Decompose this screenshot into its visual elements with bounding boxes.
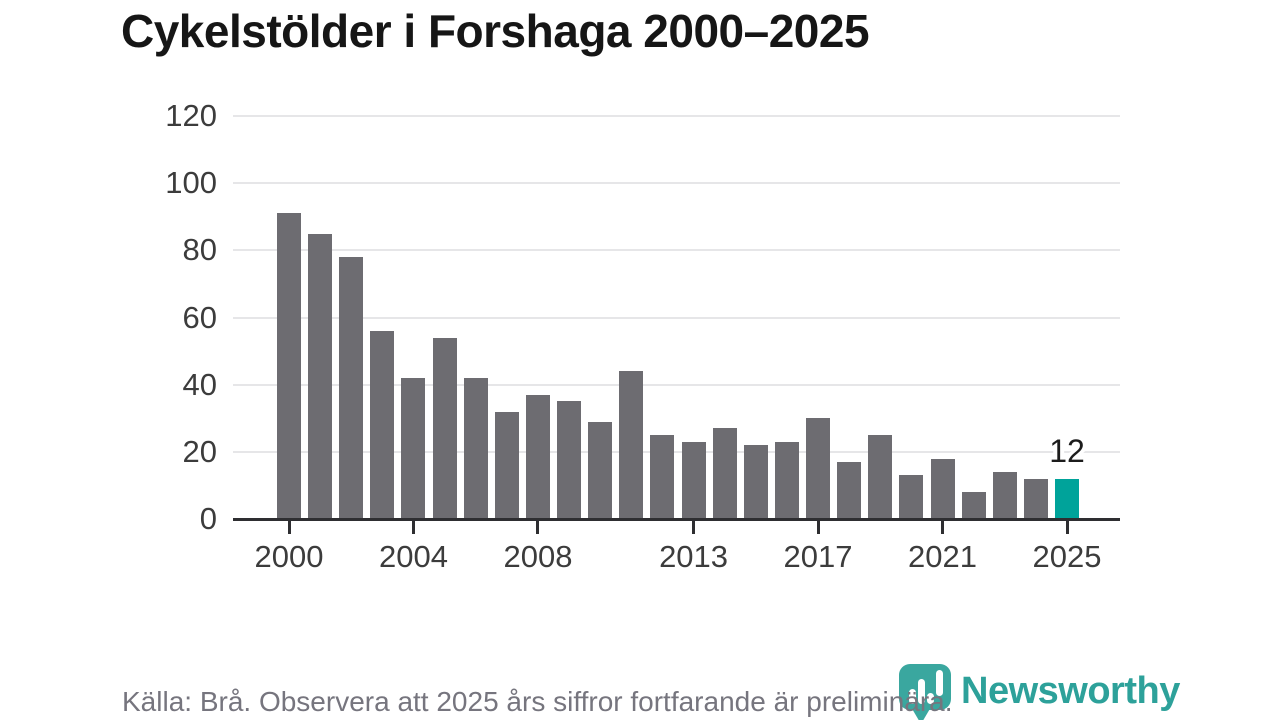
newsworthy-wordmark: Newsworthy [961,670,1180,712]
newsworthy-logo: Newsworthy [898,663,1180,720]
bar-2010 [588,422,612,519]
x-axis-tick-label: 2017 [783,539,853,574]
x-axis-tick-2013 [692,521,696,534]
x-axis-tick-2021 [941,521,945,534]
x-axis-tick-label: 2004 [378,539,448,574]
bar-2005 [433,338,457,519]
y-axis-tick-label: 80 [182,232,217,268]
bar-2018 [837,462,861,519]
gridline-40 [233,383,1120,386]
bar-highlight-2025 [1055,479,1079,519]
x-axis-tick-label: 2008 [503,539,573,574]
bar-2000 [277,213,301,519]
bar-2020 [899,475,923,519]
bar-2012 [650,435,674,519]
gridline-20 [233,450,1120,453]
bar-2006 [464,378,488,519]
x-axis-tick-2004 [411,521,415,534]
bar-2013 [682,442,706,519]
source-note: Källa: Brå. Observera att 2025 års siffr… [122,686,953,717]
gridline-100 [233,182,1120,185]
bar-2011 [619,371,643,519]
x-axis-tick-label: 2000 [254,539,324,574]
y-axis-tick-label: 100 [165,165,217,201]
y-axis-tick-label: 120 [165,98,217,133]
bar-2015 [744,445,768,519]
x-axis-tick-label: 2021 [908,539,977,574]
x-axis-tick-2000 [287,521,291,534]
gridline-120 [233,115,1120,117]
bar-2019 [868,435,892,519]
gridline-80 [233,249,1120,252]
bar-2007 [495,412,519,519]
bar-2021 [931,459,955,519]
bar-2009 [557,401,581,519]
bar-2023 [993,472,1017,519]
y-axis-tick-label: 40 [182,366,217,402]
bar-2014 [713,428,737,519]
bar-2017 [806,418,830,519]
bar-2003 [370,331,394,519]
newsworthy-badge-icon [899,664,951,720]
bar-2001 [308,234,332,519]
x-axis-tick-label: 2025 [1032,539,1102,574]
chart-title: Cykelstölder i Forshaga 2000–2025 [121,5,870,57]
bar-2008 [526,395,550,519]
bar-2004 [401,378,425,519]
bar-2024 [1024,479,1048,519]
x-axis-tick-2008 [536,521,540,534]
x-axis-tick-2025 [1065,521,1069,534]
bar-2016 [775,442,799,519]
bar-2002 [339,257,363,519]
highlight-value-label: 12 [1049,433,1085,469]
x-axis-line [233,518,1120,521]
y-axis-tick-label: 60 [182,299,217,335]
bar-2022 [962,492,986,519]
x-axis-tick-label: 2013 [659,539,729,574]
x-axis-tick-2017 [816,521,820,534]
y-axis-tick-label: 0 [199,501,217,536]
y-axis-tick-label: 20 [182,433,217,469]
gridline-60 [233,316,1120,319]
